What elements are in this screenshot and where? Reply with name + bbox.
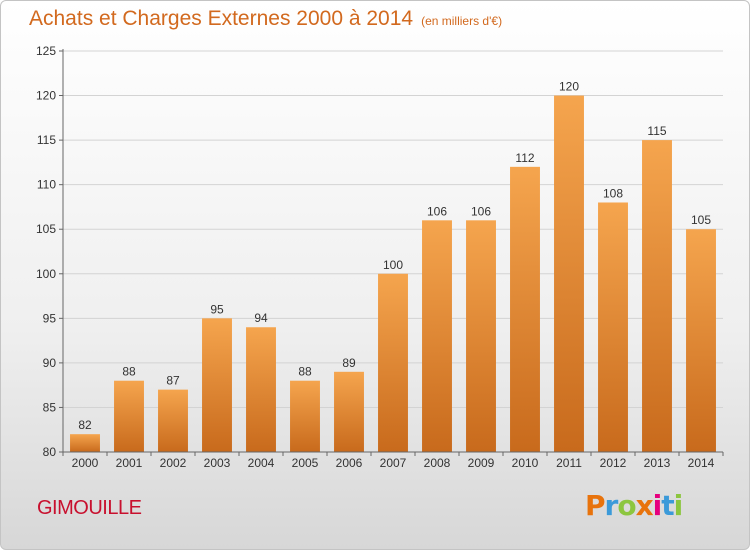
- x-tick-label: 2008: [424, 456, 451, 470]
- x-tick-label: 2004: [248, 456, 275, 470]
- x-tick-label: 2002: [160, 456, 187, 470]
- y-tick-label: 120: [36, 89, 56, 103]
- data-label: 115: [647, 124, 666, 138]
- y-tick-label: 90: [43, 356, 57, 370]
- y-tick-label: 95: [43, 311, 57, 325]
- x-tick-label: 2012: [600, 456, 627, 470]
- x-tick-label: 2005: [292, 456, 319, 470]
- x-tick-label: 2010: [512, 456, 539, 470]
- data-label: 94: [254, 311, 268, 325]
- data-label: 108: [603, 186, 623, 200]
- x-tick-label: 2013: [644, 456, 671, 470]
- bar: [554, 95, 584, 453]
- bar: [598, 202, 628, 452]
- proxiti-logo: Proxiti: [585, 489, 684, 522]
- data-label: 88: [122, 365, 136, 379]
- logo-letter: o: [617, 489, 636, 522]
- bar: [378, 273, 408, 452]
- data-label: 100: [383, 258, 403, 272]
- data-label: 82: [78, 418, 92, 432]
- bar: [642, 140, 672, 452]
- chart-unit: (en milliers d'€): [421, 14, 503, 28]
- bar: [510, 166, 540, 452]
- data-label: 95: [210, 302, 224, 316]
- logo-letter: r: [604, 489, 619, 522]
- bar: [466, 220, 496, 452]
- x-tick-label: 2001: [116, 456, 143, 470]
- axes: 80 85 90 95 100 105 110 115 120 125 2000 2001 2002 20…: [36, 44, 724, 470]
- bar: [290, 380, 320, 452]
- bar: [334, 371, 364, 452]
- data-label: 106: [427, 204, 447, 218]
- logo-letter: t: [661, 489, 674, 522]
- x-tick-label: 2009: [468, 456, 495, 470]
- bar: [158, 389, 188, 452]
- chart-title-text: Achats et Charges Externes 2000 à 2014: [29, 7, 414, 30]
- y-tick-label: 80: [43, 445, 57, 459]
- y-tick-label: 125: [36, 44, 56, 58]
- bar: [114, 380, 144, 452]
- data-label: 89: [342, 356, 356, 370]
- logo-letter: x: [635, 489, 654, 522]
- chart-title: Achats et Charges Externes 2000 à 2014 (e…: [29, 7, 502, 31]
- logo-letter: i: [673, 489, 684, 522]
- x-tick-label: 2007: [380, 456, 407, 470]
- data-label: 106: [471, 204, 491, 218]
- bar: [202, 318, 232, 452]
- y-tick-label: 85: [43, 400, 57, 414]
- x-tick-label: 2006: [336, 456, 363, 470]
- data-label: 120: [559, 80, 579, 94]
- data-label: 88: [298, 365, 312, 379]
- data-label: 105: [691, 213, 711, 227]
- data-label: 87: [166, 374, 180, 388]
- x-tick-label: 2000: [72, 456, 99, 470]
- y-tick-label: 115: [37, 133, 56, 147]
- bar: [422, 220, 452, 452]
- bar: [70, 434, 100, 452]
- y-tick-label: 110: [37, 178, 56, 192]
- y-tick-label: 100: [36, 267, 56, 281]
- x-tick-label: 2003: [204, 456, 231, 470]
- bar: [246, 327, 276, 452]
- x-tick-label: 2011: [556, 456, 582, 470]
- y-tick-label: 105: [36, 222, 56, 236]
- logo-letter: i: [652, 489, 663, 522]
- location-label: GIMOUILLE: [37, 497, 142, 519]
- bar: [686, 229, 716, 452]
- logo-letter: P: [585, 489, 606, 522]
- bars: 82 88 87 95 94 88 89 100 106 106 112 120 108 115 105: [70, 80, 716, 453]
- x-tick-label: 2014: [688, 456, 715, 470]
- data-label: 112: [515, 151, 534, 165]
